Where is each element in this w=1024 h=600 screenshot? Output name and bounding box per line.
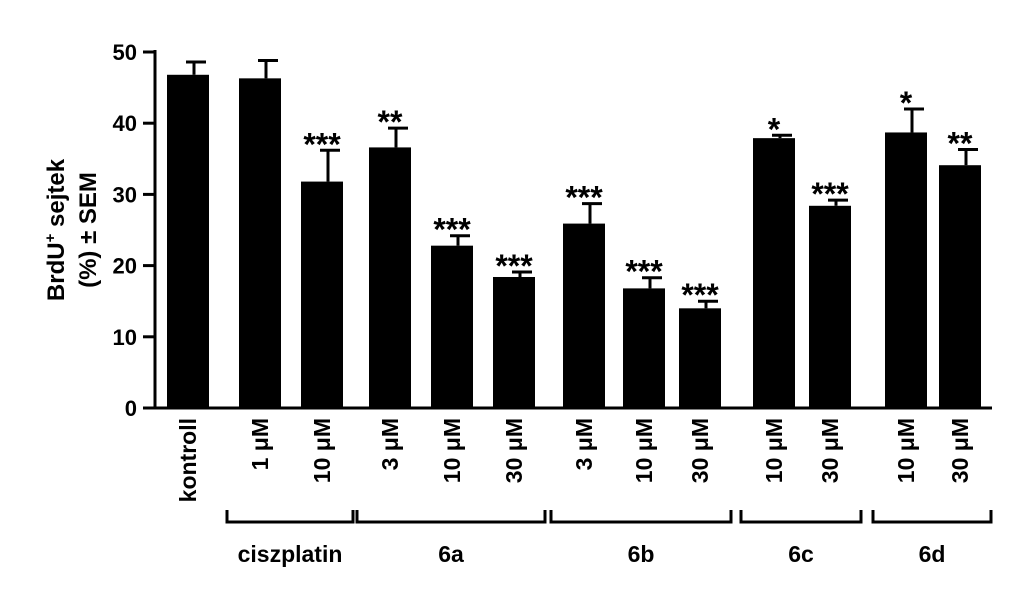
bar: [493, 276, 535, 408]
y-tick-label: 20: [113, 254, 137, 279]
bracket-line: [549, 510, 733, 524]
bar: [167, 74, 209, 408]
y-tick-label: 40: [113, 111, 137, 136]
significance-label: *: [900, 85, 913, 121]
bar-group: [167, 60, 209, 408]
group-label: 6c: [788, 541, 814, 567]
bar: [369, 147, 411, 408]
significance-label: ***: [811, 176, 849, 212]
category-label: 30 μM: [817, 418, 843, 483]
bar-group: *: [753, 111, 795, 409]
bar: [679, 308, 721, 408]
bar-group: ***: [679, 277, 721, 408]
bar-group: *: [885, 85, 927, 408]
category-label: 1 μM: [247, 418, 273, 470]
y-tick-label: 0: [125, 396, 137, 421]
group-bracket: ciszplatin: [225, 510, 355, 567]
significance-label: **: [948, 126, 973, 162]
bar-group: **: [939, 126, 981, 408]
bar: [431, 245, 473, 408]
bracket-line: [739, 510, 863, 524]
category-label: 10 μM: [631, 418, 657, 483]
category-label: 10 μM: [893, 418, 919, 483]
group-label: ciszplatin: [238, 541, 343, 567]
category-label: 10 μM: [309, 418, 335, 483]
group-label: 6a: [438, 541, 464, 567]
significance-label: *: [768, 111, 781, 147]
category-labels: kontroll 1 μM 10 μM 3 μM 10 μM 30 μM 3 μM 10 μM…: [175, 418, 973, 502]
significance-label: ***: [625, 254, 663, 290]
group-bracket: 6a: [355, 510, 547, 567]
group-bracket: 6b: [549, 510, 733, 567]
category-label: 3 μM: [377, 418, 403, 470]
bar-group: ***: [431, 212, 473, 408]
y-axis-label: BrdU+ sejtek (%) ± SEM: [42, 158, 102, 301]
significance-label: ***: [433, 212, 471, 248]
bar-group: **: [369, 104, 411, 408]
bars: ***************************: [167, 59, 981, 409]
category-label: 30 μM: [947, 418, 973, 483]
significance-label: ***: [495, 248, 533, 284]
group-bracket: 6c: [739, 510, 863, 567]
y-axis: 0 10 20 30 40 50: [113, 40, 157, 421]
bracket-line: [871, 510, 993, 524]
category-label: 10 μM: [439, 418, 465, 483]
bar: [301, 181, 343, 408]
category-label: 30 μM: [687, 418, 713, 483]
y-axis-label-line1: BrdU+ sejtek: [42, 158, 70, 301]
category-label: kontroll: [175, 418, 201, 502]
bar: [885, 132, 927, 408]
significance-label: **: [378, 104, 403, 140]
bar-group: ***: [563, 180, 605, 408]
y-axis-label-line2: (%) ± SEM: [75, 172, 102, 288]
bar: [239, 78, 281, 409]
category-label: 10 μM: [761, 418, 787, 483]
bar: [939, 165, 981, 408]
bar-group: ***: [623, 254, 665, 408]
bar: [563, 223, 605, 408]
group-bracket: 6d: [871, 510, 993, 567]
significance-label: ***: [565, 180, 603, 216]
y-tick-label: 30: [113, 182, 137, 207]
bar: [753, 138, 795, 409]
bar-group: ***: [809, 176, 851, 408]
bar: [809, 205, 851, 408]
group-brackets: ciszplatin 6a 6b 6c 6d: [225, 510, 993, 567]
significance-label: ***: [681, 277, 719, 313]
bracket-line: [225, 510, 355, 524]
y-tick-label: 10: [113, 325, 137, 350]
group-label: 6d: [919, 541, 946, 567]
bar: [623, 288, 665, 408]
bar-group: [239, 59, 281, 409]
significance-label: ***: [303, 126, 341, 162]
y-tick-label: 50: [113, 40, 137, 65]
group-label: 6b: [628, 541, 655, 567]
bar-group: ***: [493, 248, 535, 408]
bracket-line: [355, 510, 547, 524]
bar-group: ***: [301, 126, 343, 408]
category-label: 3 μM: [571, 418, 597, 470]
category-label: 30 μM: [501, 418, 527, 483]
